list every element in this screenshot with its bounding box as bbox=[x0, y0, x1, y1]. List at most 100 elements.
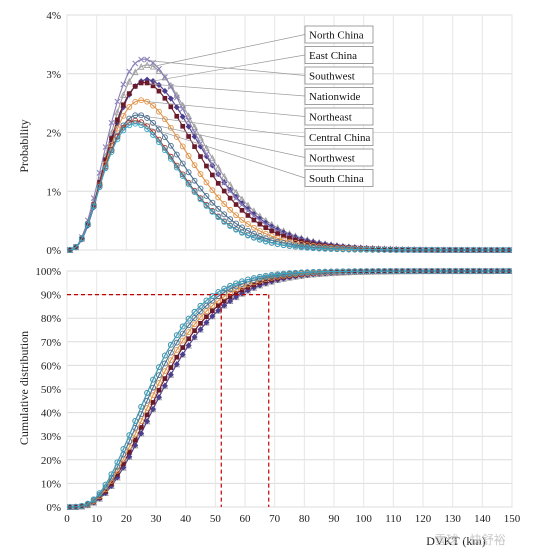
bottom-x-tick-label: 80 bbox=[299, 513, 311, 525]
bottom-x-tick-label: 130 bbox=[444, 513, 461, 525]
pdf-point bbox=[506, 247, 512, 253]
cdf-point bbox=[316, 268, 323, 275]
bottom-y-tick-label: 40% bbox=[41, 408, 61, 420]
pdf-point bbox=[293, 237, 298, 243]
cdf-point bbox=[239, 278, 245, 285]
pdf-point bbox=[132, 84, 138, 89]
pdf-point bbox=[168, 104, 174, 110]
pdf-point bbox=[220, 172, 228, 180]
pdf-point bbox=[180, 123, 186, 129]
pdf-point bbox=[250, 234, 257, 241]
pdf-point bbox=[351, 246, 358, 253]
pdf-point bbox=[185, 181, 192, 188]
pdf-point bbox=[126, 115, 133, 122]
pdf-point bbox=[90, 203, 97, 209]
pdf-point bbox=[186, 134, 191, 139]
legend-box bbox=[304, 25, 374, 44]
cdf-point bbox=[369, 268, 376, 275]
bottom-y-tick-label: 80% bbox=[41, 313, 61, 325]
bottom-x-tick-label: 110 bbox=[385, 513, 402, 525]
cdf-point bbox=[192, 328, 197, 333]
cdf-point bbox=[233, 280, 240, 287]
pdf-point bbox=[114, 136, 121, 143]
cdf-point bbox=[328, 268, 334, 275]
cdf-point bbox=[120, 446, 127, 453]
pdf-point bbox=[210, 172, 215, 178]
pdf-point bbox=[292, 243, 299, 250]
pdf-point bbox=[138, 56, 145, 63]
pdf-point bbox=[120, 91, 127, 98]
pdf-point bbox=[156, 139, 162, 146]
cdf-point bbox=[144, 405, 151, 411]
pdf-point bbox=[304, 244, 311, 251]
bottom-y-tick-label: 70% bbox=[41, 337, 61, 349]
pdf-point bbox=[428, 247, 435, 253]
bottom-y-tick-label: 50% bbox=[41, 384, 61, 396]
cdf-point bbox=[428, 268, 435, 274]
pdf-point bbox=[256, 215, 263, 222]
cdf-point bbox=[375, 268, 382, 275]
pdf-point bbox=[179, 105, 186, 112]
pdf-point bbox=[214, 164, 222, 171]
cdf-point bbox=[173, 332, 180, 339]
bottom-y-tick-label: 90% bbox=[41, 290, 61, 302]
cdf-point bbox=[221, 298, 227, 304]
pdf-point bbox=[197, 196, 204, 203]
cdf-point bbox=[250, 275, 257, 282]
pdf-point bbox=[239, 207, 245, 213]
cdf-point bbox=[239, 287, 245, 293]
legend-box bbox=[304, 66, 374, 85]
cdf-point bbox=[393, 268, 400, 274]
cdf-point bbox=[506, 268, 512, 274]
pdf-point bbox=[245, 207, 251, 214]
cdf-point bbox=[197, 308, 204, 315]
pdf-point bbox=[131, 68, 139, 76]
cdf-point bbox=[138, 430, 145, 437]
cdf-point bbox=[405, 268, 412, 274]
bottom-x-tick-label: 150 bbox=[504, 513, 521, 525]
cdf-point bbox=[494, 268, 501, 274]
top-y-tick-label: 0% bbox=[46, 245, 61, 257]
probability-panel: 0%1%2%3%4%010203040506070809010011012013… bbox=[46, 10, 513, 257]
pdf-point bbox=[114, 108, 121, 116]
cdf-point bbox=[417, 268, 423, 274]
legend-leader-line bbox=[144, 115, 306, 138]
pdf-point bbox=[221, 201, 228, 207]
pdf-point bbox=[221, 218, 228, 225]
cdf-point bbox=[126, 449, 132, 455]
cdf-point bbox=[263, 278, 269, 284]
cdf-point bbox=[339, 268, 346, 275]
cdf-point bbox=[167, 357, 174, 364]
cdf-point bbox=[227, 286, 234, 293]
cdf-point bbox=[191, 315, 198, 321]
pdf-point bbox=[346, 245, 352, 251]
pdf-point bbox=[132, 60, 139, 67]
cdf-point bbox=[161, 368, 168, 375]
cdf-series-south-china bbox=[67, 268, 512, 510]
cdf-point bbox=[351, 268, 358, 275]
cdf-point bbox=[227, 282, 234, 289]
cdf-point bbox=[488, 268, 495, 274]
cdf-point bbox=[464, 268, 471, 274]
pdf-point bbox=[215, 171, 222, 177]
pdf-point bbox=[197, 171, 204, 177]
pdf-point bbox=[191, 189, 198, 196]
pdf-point bbox=[221, 188, 227, 194]
pdf-point bbox=[256, 233, 263, 240]
pdf-point bbox=[340, 245, 346, 250]
cdf-point bbox=[156, 387, 162, 393]
top-y-tick-label: 1% bbox=[46, 186, 61, 198]
cdf-point bbox=[363, 268, 370, 275]
pdf-point bbox=[209, 161, 216, 168]
pdf-point bbox=[120, 81, 127, 88]
cdf-point bbox=[191, 334, 198, 341]
pdf-point bbox=[393, 246, 400, 253]
pdf-point bbox=[423, 247, 429, 253]
cdf-point bbox=[144, 412, 150, 418]
bottom-x-tick-label: 140 bbox=[474, 513, 491, 525]
pdf-point bbox=[179, 173, 186, 180]
bottom-y-tick-label: 30% bbox=[41, 431, 61, 443]
cdf-point bbox=[114, 459, 121, 466]
cdf-point bbox=[411, 268, 418, 274]
pdf-point bbox=[185, 169, 192, 176]
